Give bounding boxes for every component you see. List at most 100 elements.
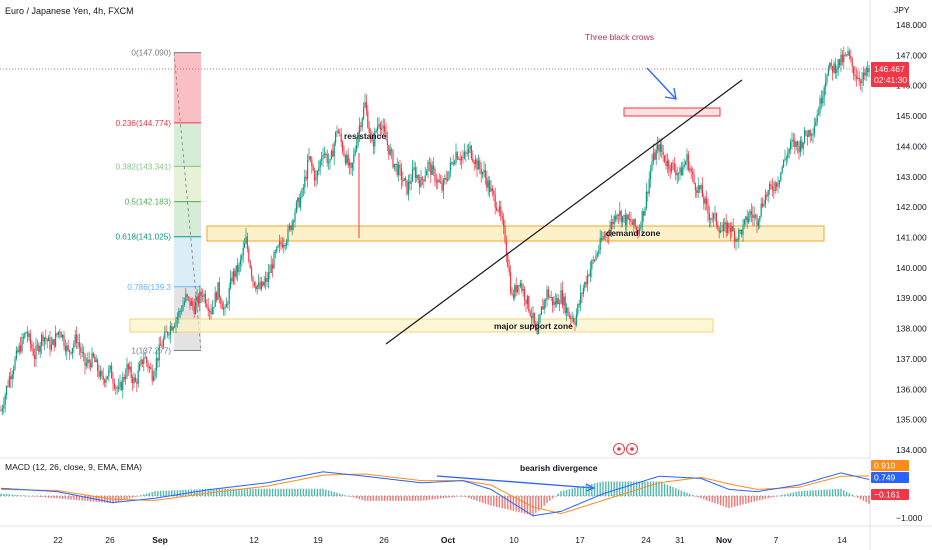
candle — [608, 235, 610, 237]
candle — [528, 296, 530, 312]
fib-level-label[interactable]: 0.786(139.3 — [127, 283, 171, 292]
resistance-label[interactable]: resistance — [344, 131, 386, 141]
candle — [349, 162, 351, 166]
candle — [29, 333, 31, 344]
candle — [718, 228, 720, 233]
event-icon[interactable] — [613, 443, 625, 455]
macd-histogram-bar — [442, 496, 445, 499]
candle — [755, 215, 757, 217]
candle — [31, 343, 33, 349]
candle — [731, 225, 733, 232]
candle — [370, 132, 372, 135]
candle — [594, 259, 596, 261]
candle — [347, 154, 349, 166]
demand-zone-label[interactable]: demand zone — [606, 228, 661, 238]
macd-histogram-bar — [117, 496, 120, 502]
candle — [410, 181, 412, 184]
candle — [78, 342, 80, 348]
candle — [315, 176, 317, 181]
macd-histogram-bar — [31, 496, 33, 497]
candle — [797, 141, 799, 146]
candle — [539, 314, 541, 323]
three-black-crows-label[interactable]: Three black crows — [585, 32, 654, 42]
candle — [218, 282, 220, 298]
candle — [164, 331, 166, 339]
price-tick-label: 142.000 — [896, 202, 927, 212]
fib-level-label[interactable]: 0.236(144.774) — [115, 119, 171, 128]
macd-histogram-bar — [232, 488, 235, 496]
time-tick-label: Oct — [441, 535, 455, 545]
candle — [391, 149, 393, 152]
macd-histogram-bar — [5, 494, 8, 496]
macd-histogram-bar — [465, 496, 467, 497]
candle — [752, 214, 754, 218]
demand-zone-box[interactable] — [206, 225, 825, 242]
bearish-divergence-label[interactable]: bearish divergence — [520, 463, 598, 473]
macd-histogram-bar — [806, 490, 809, 496]
candle — [533, 312, 535, 323]
candle — [490, 188, 492, 192]
macd-pane[interactable] — [0, 471, 870, 517]
macd-histogram-bar — [73, 496, 75, 500]
candle — [484, 169, 486, 178]
macd-histogram-bar — [50, 496, 53, 498]
candle — [161, 345, 163, 347]
macd-histogram-bar — [490, 496, 492, 506]
event-icon[interactable] — [626, 443, 638, 455]
symbol-title[interactable]: Euro / Japanese Yen, 4h, FXCM — [5, 6, 134, 16]
candle — [59, 331, 61, 333]
fib-level-label[interactable]: 1(137.277) — [131, 347, 171, 356]
macd-histogram-bar — [703, 496, 705, 500]
candle — [81, 351, 83, 353]
candle — [84, 353, 86, 366]
price-tick-label: 134.000 — [896, 445, 927, 455]
price-axis[interactable]: 148.000 147.000 146.000 145.000 144.000 143.0… — [896, 20, 927, 455]
macd-histogram-bar — [801, 490, 803, 496]
candle — [193, 305, 195, 314]
candle — [769, 184, 771, 191]
macd-histogram-bar — [767, 496, 769, 499]
macd-histogram-bar — [498, 496, 501, 508]
target-zone-box[interactable] — [623, 107, 721, 117]
zones[interactable] — [129, 107, 825, 333]
trendline[interactable] — [385, 79, 743, 345]
candle — [711, 218, 713, 220]
price-tick-label: 145.000 — [896, 111, 927, 121]
candle — [202, 295, 204, 297]
candle — [185, 294, 187, 302]
candle — [449, 162, 451, 171]
candle — [340, 134, 342, 143]
macd-histogram-bar — [221, 488, 223, 496]
candle — [146, 357, 148, 363]
candle — [648, 178, 650, 194]
projection-arrow[interactable] — [646, 67, 676, 99]
fibonacci-retracement[interactable]: 0(147.090) 0.236(144.774) 0.382(143.341) 0.… — [115, 49, 202, 356]
projection-arrow-head — [664, 87, 677, 100]
macd-histogram-bar — [633, 481, 635, 496]
candle — [426, 171, 428, 176]
macd-histogram-bar — [476, 496, 478, 501]
candle — [199, 291, 201, 304]
macd-histogram-bar — [358, 496, 361, 500]
major-support-zone-box[interactable] — [129, 318, 714, 333]
event-icons[interactable] — [613, 443, 638, 455]
major-support-zone-label[interactable]: major support zone — [494, 321, 573, 331]
divergence-price-line[interactable] — [436, 475, 594, 489]
candle — [50, 344, 52, 350]
fib-level-label[interactable]: 0.5(142.183) — [125, 198, 172, 207]
candle — [519, 283, 521, 287]
candle — [641, 211, 643, 228]
candle — [284, 244, 286, 246]
candle — [626, 214, 628, 226]
countdown-timer: 02:41:30 — [874, 75, 907, 85]
time-axis[interactable]: 22 26 Sep 12 19 26 Oct 10 17 24 31 Nov 7 14 — [53, 535, 847, 545]
fib-level-label[interactable]: 0(147.090) — [131, 49, 171, 58]
macd-histogram-bar — [305, 488, 307, 496]
fib-level-label[interactable]: 0.618(141.025) — [115, 233, 171, 242]
current-price-tag: 146.467 02:41:30 — [871, 62, 909, 87]
drawings[interactable] — [0, 67, 870, 345]
macd-histogram-bar — [36, 496, 39, 497]
fib-level-label[interactable]: 0.382(143.341) — [115, 162, 171, 171]
macd-legend[interactable]: MACD (12, 26, close, 9, EMA, EMA) — [5, 462, 142, 472]
